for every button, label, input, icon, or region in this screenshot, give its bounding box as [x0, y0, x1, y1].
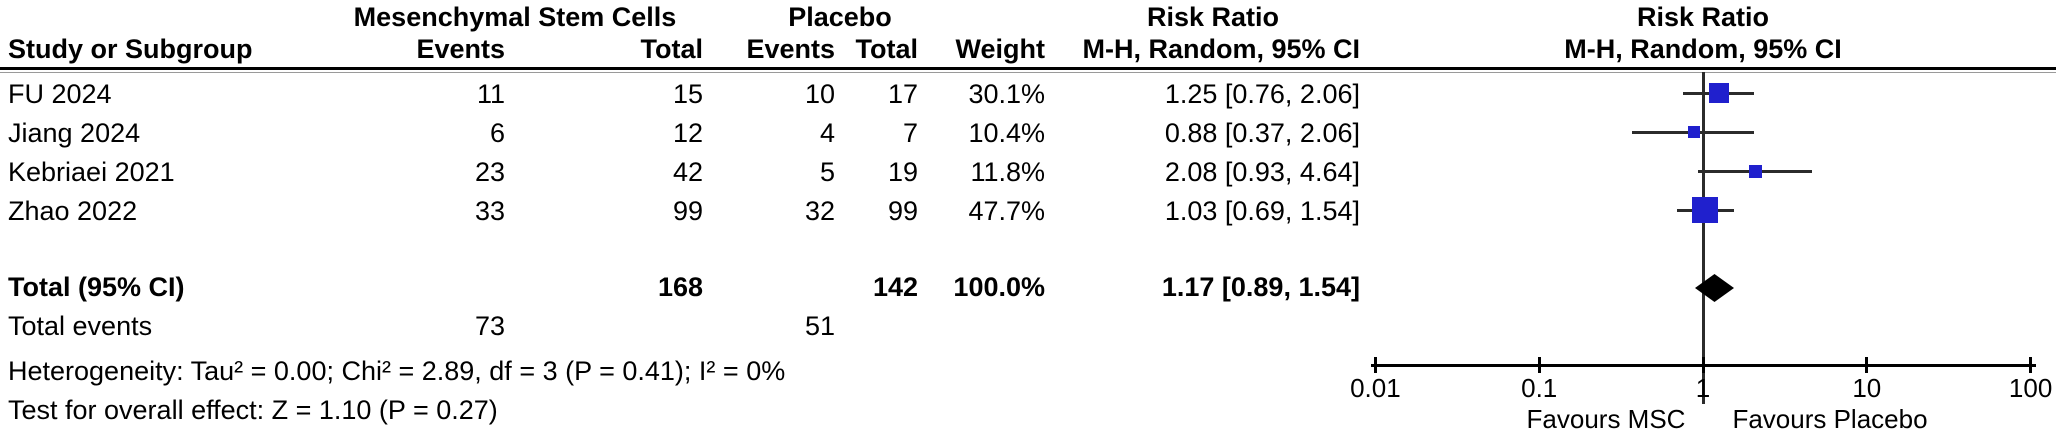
- rr-ci-value: 1.03 [0.69, 1.54]: [1164, 196, 1360, 226]
- msc-events-column-header: Events: [416, 34, 505, 64]
- total-msc-total-value: 168: [657, 272, 703, 302]
- placebo-events-value: 10: [804, 79, 835, 109]
- axis-tick: [2029, 357, 2033, 373]
- study-label: Kebriaei 2021: [8, 157, 175, 187]
- weight-value: 30.1%: [968, 79, 1045, 109]
- axis-tick: [1537, 357, 1541, 373]
- effect-marker: [1687, 126, 1700, 138]
- total-events-label: Total events: [8, 311, 153, 341]
- placebo-total-value: 19: [887, 157, 918, 187]
- rr-ci-value: 1.25 [0.76, 2.06]: [1164, 79, 1360, 109]
- axis-tick: [1373, 357, 1377, 373]
- placebo-events-value: 5: [819, 157, 835, 187]
- axis-tick: [1701, 357, 1705, 373]
- weight-value: 47.7%: [968, 196, 1045, 226]
- msc-events-value: 23: [474, 157, 505, 187]
- msc-total-column-header: Total: [640, 34, 704, 64]
- effect-marker: [1692, 197, 1719, 223]
- weight-column-header: Weight: [955, 34, 1046, 64]
- effect-marker: [1748, 164, 1762, 178]
- placebo-total-value: 17: [887, 79, 918, 109]
- axis-tick-label: 0.1: [1521, 373, 1558, 403]
- rr-ci-value: 2.08 [0.93, 4.64]: [1164, 157, 1360, 187]
- weight-value: 10.4%: [968, 118, 1045, 148]
- mh-ci-text-column-header: M-H, Random, 95% CI: [1082, 34, 1360, 64]
- header-separator-shadow: [0, 72, 2056, 73]
- overall-effect-text: Test for overall effect: Z = 1.10 (P = 0…: [8, 395, 498, 425]
- effect-marker: [1708, 83, 1729, 103]
- placebo-events-value: 32: [804, 196, 835, 226]
- total-events-msc-value: 73: [474, 311, 505, 341]
- msc-total-value: 12: [672, 118, 703, 148]
- axis-tick: [1865, 357, 1869, 373]
- axis-tick-label: 0.01: [1350, 373, 1401, 403]
- study-label: Zhao 2022: [8, 196, 138, 226]
- favours-right-label: Favours Placebo: [1732, 404, 1928, 434]
- rr-ci-value: 0.88 [0.37, 2.06]: [1164, 118, 1360, 148]
- study-label: Jiang 2024: [8, 118, 141, 148]
- axis-tick-label: 1: [1695, 373, 1711, 403]
- header-separator-line: [0, 67, 2056, 70]
- total-weight-value: 100.0%: [953, 272, 1045, 302]
- total-label: Total (95% CI): [8, 272, 185, 302]
- favours-left-label: Favours MSC: [1526, 404, 1686, 434]
- placebo-events-column-header: Events: [746, 34, 835, 64]
- total-rr-ci-value: 1.17 [0.89, 1.54]: [1161, 272, 1360, 302]
- placebo-events-value: 4: [819, 118, 835, 148]
- risk-ratio-plot-header: Risk Ratio: [1636, 2, 1770, 32]
- group2-header: Placebo: [788, 2, 892, 32]
- msc-events-value: 33: [474, 196, 505, 226]
- placebo-total-value: 99: [887, 196, 918, 226]
- heterogeneity-text: Heterogeneity: Tau² = 0.00; Chi² = 2.89,…: [8, 356, 786, 386]
- risk-ratio-text-header: Risk Ratio: [1146, 2, 1280, 32]
- axis-tick-label: 100: [2008, 373, 2053, 403]
- msc-events-value: 6: [489, 118, 505, 148]
- placebo-total-column-header: Total: [855, 34, 919, 64]
- placebo-total-value: 7: [902, 118, 918, 148]
- study-column-header: Study or Subgroup: [8, 34, 253, 64]
- msc-events-value: 11: [476, 79, 505, 109]
- axis-tick-label: 10: [1852, 373, 1882, 403]
- msc-total-value: 42: [672, 157, 703, 187]
- weight-value: 11.8%: [970, 157, 1045, 187]
- no-effect-line: [1701, 72, 1705, 404]
- study-label: FU 2024: [8, 79, 112, 109]
- total-placebo-total-value: 142: [872, 272, 918, 302]
- mh-ci-plot-column-header: M-H, Random, 95% CI: [1564, 34, 1842, 64]
- pooled-diamond: [1694, 274, 1734, 302]
- msc-total-value: 99: [672, 196, 703, 226]
- total-events-placebo-value: 51: [804, 311, 835, 341]
- group1-header: Mesenchymal Stem Cells: [353, 2, 677, 32]
- msc-total-value: 15: [672, 79, 703, 109]
